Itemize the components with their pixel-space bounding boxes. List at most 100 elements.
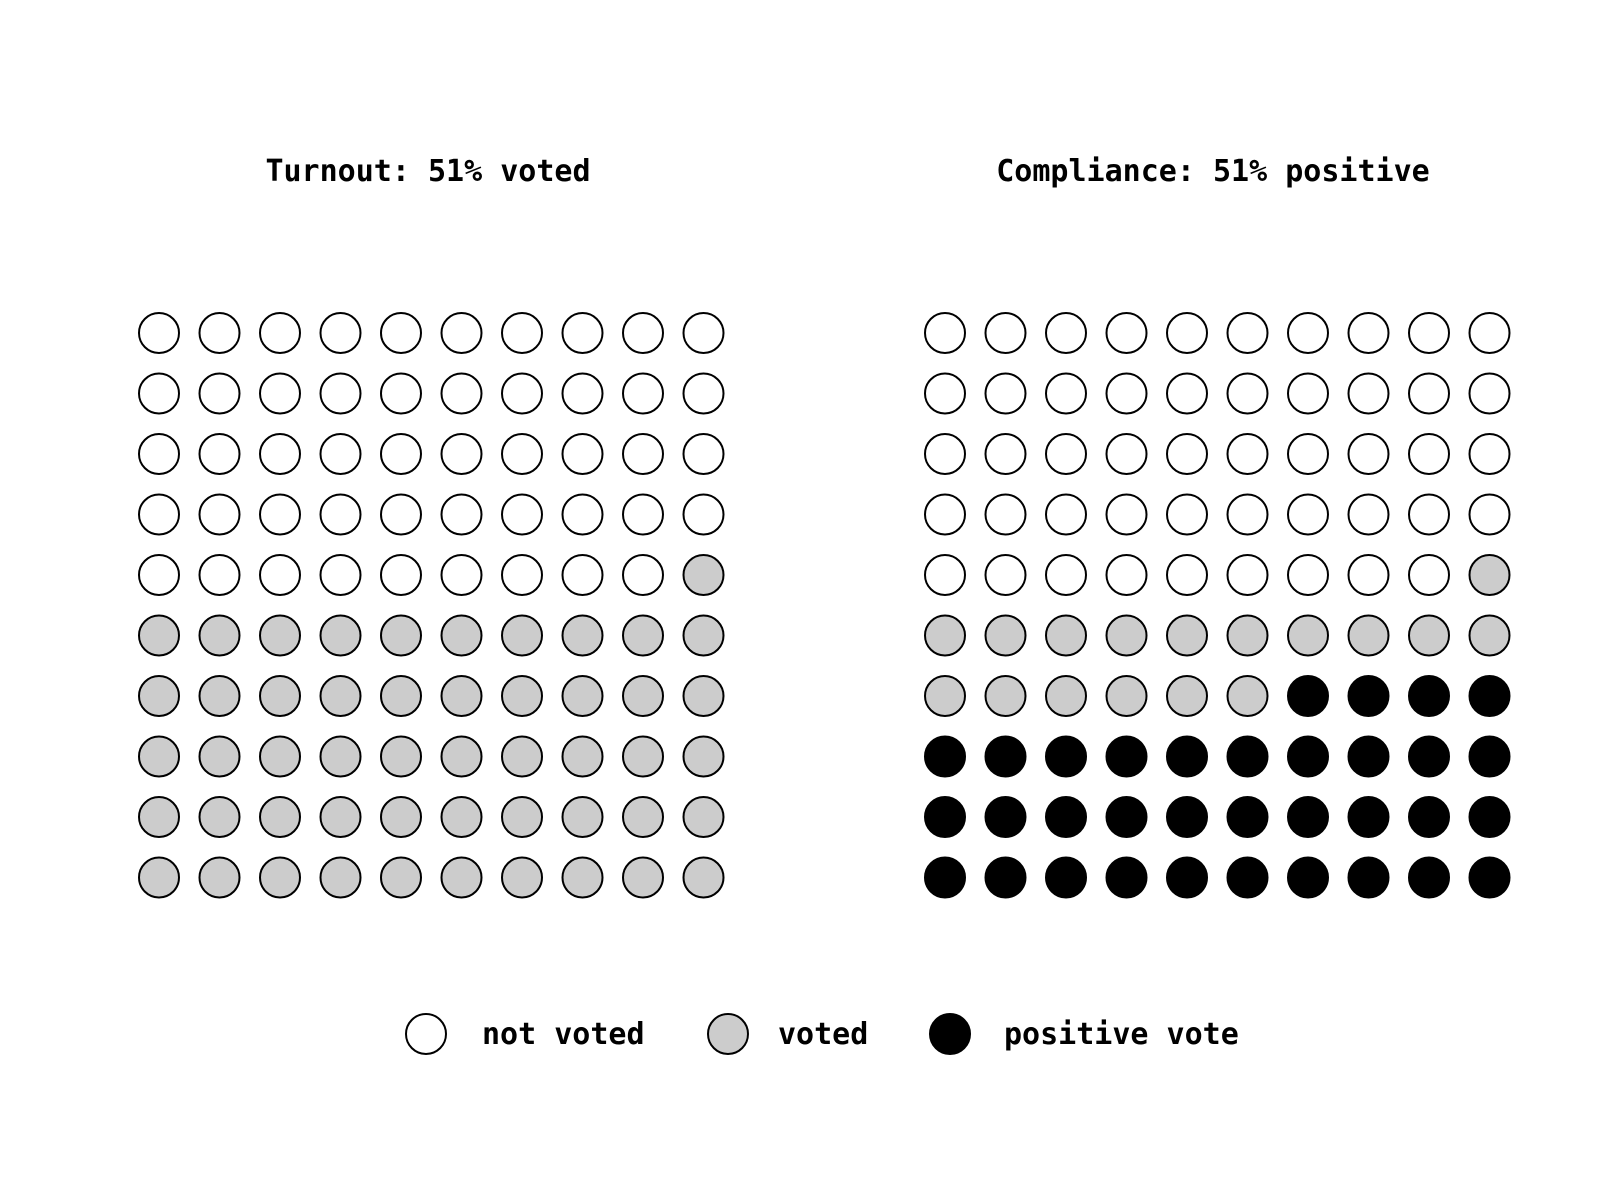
waffle-cell-not-voted: [501, 554, 543, 596]
waffle-cell-voted: [622, 856, 664, 899]
waffle-cell-voted: [138, 675, 180, 717]
waffle-cell-voted: [138, 856, 180, 899]
waffle-cell-positive-vote: [1226, 796, 1269, 838]
waffle-cell-positive-vote: [1347, 796, 1390, 838]
waffle-cell-not-voted: [1408, 312, 1450, 354]
waffle-cell-voted: [984, 614, 1027, 657]
waffle-cell-not-voted: [1408, 372, 1450, 415]
waffle-cell-positive-vote: [984, 856, 1027, 899]
waffle-cell-positive-vote: [1166, 735, 1208, 778]
waffle-cell-positive-vote: [1226, 856, 1269, 899]
waffle-cell-positive-vote: [1166, 796, 1208, 838]
waffle-cell-voted: [138, 614, 180, 657]
waffle-cell-voted: [380, 796, 422, 838]
waffle-cell-not-voted: [440, 372, 483, 415]
waffle-cell-not-voted: [380, 493, 422, 536]
waffle-cell-positive-vote: [1408, 856, 1450, 899]
waffle-cell-positive-vote: [1408, 735, 1450, 778]
waffle-cell-not-voted: [682, 433, 725, 475]
waffle-cell-positive-vote: [924, 796, 966, 838]
waffle-cell-positive-vote: [984, 796, 1027, 838]
waffle-cell-not-voted: [984, 312, 1027, 354]
waffle-cell-voted: [501, 614, 543, 657]
waffle-cell-not-voted: [924, 433, 966, 475]
waffle-cell-not-voted: [1105, 372, 1148, 415]
waffle-cell-voted: [440, 856, 483, 899]
waffle-cell-not-voted: [1166, 312, 1208, 354]
waffle-cell-voted: [319, 796, 362, 838]
waffle-cell-not-voted: [622, 493, 664, 536]
waffle-cell-voted: [561, 796, 604, 838]
waffle-cell-voted: [682, 675, 725, 717]
waffle-cell-not-voted: [319, 372, 362, 415]
waffle-cell-voted: [138, 796, 180, 838]
waffle-cell-not-voted: [924, 312, 966, 354]
waffle-cell-not-voted: [1166, 372, 1208, 415]
waffle-cell-not-voted: [198, 312, 241, 354]
waffle-cell-voted: [1105, 614, 1148, 657]
waffle-cell-not-voted: [259, 493, 301, 536]
waffle-cell-not-voted: [1045, 312, 1087, 354]
waffle-cell-not-voted: [198, 493, 241, 536]
waffle-cell-voted: [682, 554, 725, 596]
legend: not voted voted positive vote: [405, 1013, 1239, 1055]
waffle-cell-not-voted: [682, 312, 725, 354]
waffle-cell-not-voted: [984, 372, 1027, 415]
waffle-cell-not-voted: [1408, 493, 1450, 536]
waffle-cell-positive-vote: [1408, 675, 1450, 717]
waffle-cell-not-voted: [1045, 372, 1087, 415]
waffle-cell-not-voted: [682, 372, 725, 415]
waffle-cell-voted: [622, 796, 664, 838]
waffle-cell-voted: [501, 735, 543, 778]
waffle-cell-voted: [924, 614, 966, 657]
waffle-cell-voted: [1045, 675, 1087, 717]
waffle-cell-voted: [440, 796, 483, 838]
waffle-cell-voted: [682, 735, 725, 778]
waffle-cell-not-voted: [1287, 433, 1329, 475]
waffle-cell-not-voted: [1045, 433, 1087, 475]
waffle-cell-positive-vote: [924, 856, 966, 899]
waffle-cell-voted: [1468, 614, 1511, 657]
waffle-cell-not-voted: [259, 433, 301, 475]
waffle-cell-voted: [380, 856, 422, 899]
waffle-cell-not-voted: [1468, 433, 1511, 475]
waffle-cell-voted: [198, 675, 241, 717]
waffle-cell-voted: [622, 735, 664, 778]
waffle-cell-not-voted: [380, 372, 422, 415]
waffle-cell-not-voted: [1347, 554, 1390, 596]
waffle-cell-not-voted: [1468, 493, 1511, 536]
waffle-cell-voted: [561, 856, 604, 899]
waffle-cell-not-voted: [1468, 312, 1511, 354]
waffle-cell-not-voted: [1105, 433, 1148, 475]
waffle-cell-not-voted: [622, 312, 664, 354]
waffle-cell-voted: [622, 614, 664, 657]
waffle-cell-voted: [198, 735, 241, 778]
waffle-cell-not-voted: [1105, 312, 1148, 354]
waffle-cell-not-voted: [440, 433, 483, 475]
waffle-cell-voted: [501, 675, 543, 717]
waffle-cell-not-voted: [380, 312, 422, 354]
waffle-cell-voted: [259, 856, 301, 899]
legend-label-voted: voted: [778, 1017, 868, 1052]
waffle-cell-positive-vote: [1468, 735, 1511, 778]
waffle-cell-voted: [561, 614, 604, 657]
waffle-cell-not-voted: [1226, 493, 1269, 536]
waffle-cell-not-voted: [984, 433, 1027, 475]
waffle-cell-voted: [380, 614, 422, 657]
waffle-cell-not-voted: [319, 433, 362, 475]
waffle-cell-not-voted: [319, 493, 362, 536]
waffle-cell-not-voted: [1226, 372, 1269, 415]
waffle-cell-not-voted: [1347, 312, 1390, 354]
waffle-cell-positive-vote: [1045, 796, 1087, 838]
waffle-cell-not-voted: [561, 554, 604, 596]
waffle-cell-not-voted: [1347, 493, 1390, 536]
waffle-cell-not-voted: [1287, 372, 1329, 415]
waffle-cell-voted: [1468, 554, 1511, 596]
waffle-cell-voted: [622, 675, 664, 717]
waffle-cell-not-voted: [380, 433, 422, 475]
waffle-cell-not-voted: [501, 372, 543, 415]
waffle-cell-voted: [319, 675, 362, 717]
waffle-cell-voted: [138, 735, 180, 778]
panel-title-turnout: Turnout: 51% voted: [265, 154, 590, 189]
waffle-cell-voted: [380, 735, 422, 778]
